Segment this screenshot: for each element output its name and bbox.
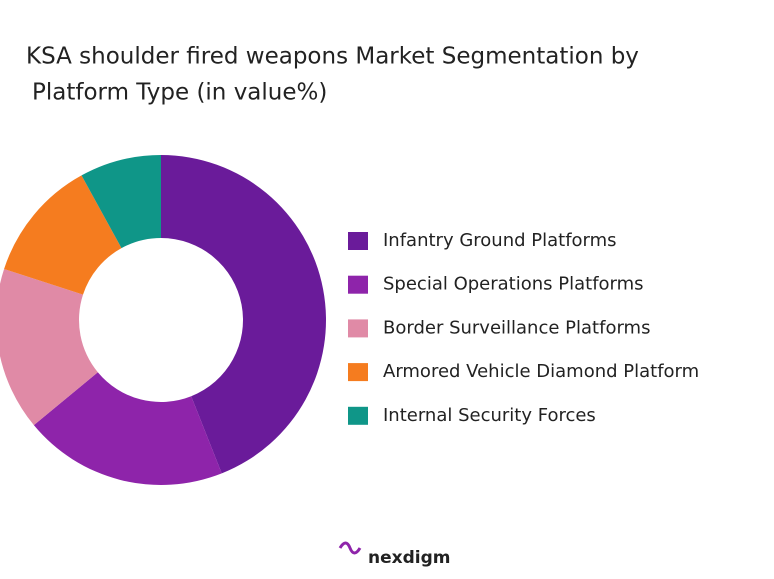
legend-label: Armored Vehicle Diamond Platform xyxy=(383,361,699,382)
legend-label: Infantry Ground Platforms xyxy=(383,230,617,251)
legend-swatch xyxy=(348,319,368,338)
legend-label: Internal Security Forces xyxy=(383,405,596,426)
chart-title: Platform Type (in value%) xyxy=(32,80,327,106)
brand: nexdigm xyxy=(368,548,450,568)
donut-slice xyxy=(0,269,98,426)
legend-swatch xyxy=(348,275,368,294)
legend-swatch xyxy=(348,232,368,250)
legend-swatch xyxy=(348,363,368,382)
donut-slice xyxy=(33,372,222,486)
donut-slice xyxy=(81,155,161,249)
donut-slice xyxy=(161,155,326,474)
logo-icon xyxy=(338,541,362,555)
donut-slice xyxy=(4,175,122,295)
legend-swatch xyxy=(348,406,368,425)
chart-title: KSA shoulder fired weapons Market Segmen… xyxy=(26,44,639,70)
legend-label: Border Surveillance Platforms xyxy=(383,317,650,338)
legend-label: Special Operations Platforms xyxy=(383,274,644,295)
